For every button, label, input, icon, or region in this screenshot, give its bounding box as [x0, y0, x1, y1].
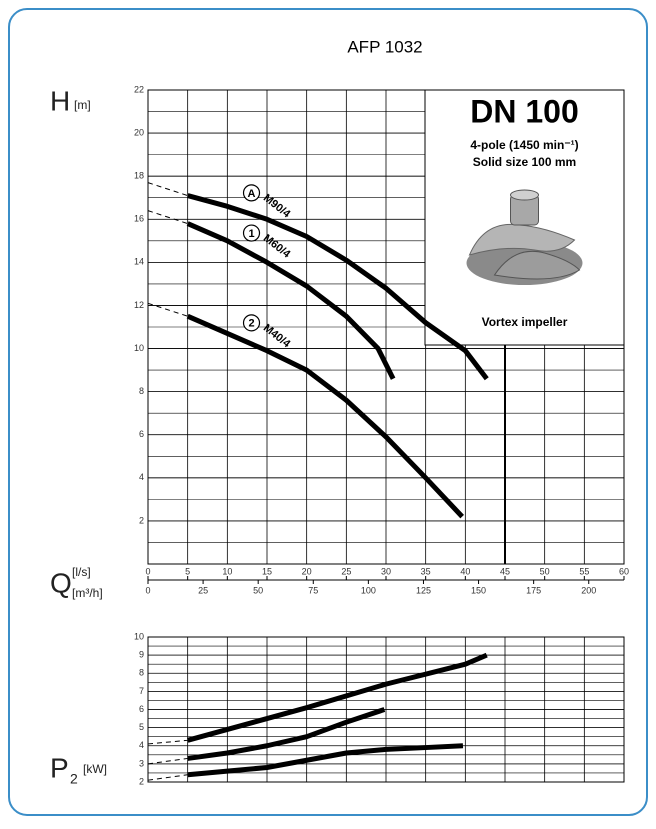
x-tick-label: 60 — [619, 566, 629, 576]
x-tick-label: 50 — [540, 566, 550, 576]
lead-in-line — [147, 739, 188, 745]
x2-tick-label: 150 — [471, 585, 486, 595]
y-label: H — [50, 85, 70, 116]
lead-in-line — [147, 757, 188, 765]
y-unit: [kW] — [83, 762, 107, 776]
curve — [187, 707, 386, 761]
lead-in-line — [147, 302, 188, 317]
y-sub: 2 — [70, 771, 78, 787]
curve-marker-circle — [242, 184, 261, 202]
x-unit: [l/s] — [72, 565, 91, 579]
y-tick-label: 20 — [134, 127, 144, 137]
x-tick-label: 10 — [222, 566, 232, 576]
box-detail: Solid size 100 mm — [473, 155, 576, 169]
y-tick-label: 18 — [134, 171, 144, 181]
x-tick-label: 15 — [262, 566, 272, 576]
x-label: Q — [50, 567, 72, 598]
x-tick-label: 25 — [341, 566, 351, 576]
lead-in-line — [147, 774, 188, 781]
curve-marker: 1 — [248, 228, 254, 240]
y-tick-label: 10 — [134, 343, 144, 353]
lead-in-line — [147, 182, 188, 197]
y-tick-label: 8 — [139, 386, 144, 396]
y-tick-label: 10 — [134, 631, 144, 641]
y-tick-label: 2 — [139, 515, 144, 525]
curve-marker: 2 — [248, 318, 254, 330]
curve-marker-circle — [242, 224, 261, 242]
x-tick-label: 40 — [460, 566, 470, 576]
x-tick-label: 55 — [579, 566, 589, 576]
lead-in-line — [147, 210, 188, 225]
x2-tick-label: 25 — [198, 585, 208, 595]
y-tick-label: 2 — [139, 776, 144, 786]
y-tick-label: 12 — [134, 300, 144, 310]
x-tick-label: 20 — [302, 566, 312, 576]
box-title: DN 100 — [470, 93, 579, 129]
y-tick-label: 3 — [139, 758, 144, 768]
y-tick-label: 16 — [134, 214, 144, 224]
x2-tick-label: 200 — [581, 585, 596, 595]
y-tick-label: 8 — [139, 668, 144, 678]
impeller-blade — [468, 223, 576, 256]
curve-marker-circle — [242, 314, 261, 332]
x2-tick-label: 125 — [416, 585, 431, 595]
impeller-hub-top — [510, 189, 539, 201]
box-caption: Vortex impeller — [482, 315, 568, 329]
y-tick-label: 6 — [139, 704, 144, 714]
curve — [187, 652, 488, 743]
x-tick-label: 35 — [421, 566, 431, 576]
curve — [187, 193, 489, 381]
y-unit: [m] — [74, 98, 91, 112]
x2-tick-label: 75 — [308, 585, 318, 595]
curve — [186, 221, 396, 380]
x-tick-label: 30 — [381, 566, 391, 576]
y-label: P — [50, 752, 69, 783]
x2-tick-label: 100 — [361, 585, 376, 595]
x-tick-label: 45 — [500, 566, 510, 576]
y-tick-label: 5 — [139, 722, 144, 732]
impeller-icon — [466, 189, 583, 285]
y-tick-label: 4 — [139, 740, 144, 750]
y-tick-label: 22 — [134, 84, 144, 94]
x2-unit: [m³/h] — [72, 586, 103, 600]
y-tick-label: 7 — [139, 686, 144, 696]
x-tick-label: 0 — [145, 566, 150, 576]
y-tick-label: 14 — [134, 257, 144, 267]
y-tick-label: 6 — [139, 429, 144, 439]
x2-tick-label: 175 — [526, 585, 541, 595]
x-tick-label: 5 — [185, 566, 190, 576]
curve-marker: A — [248, 188, 256, 200]
y-tick-label: 9 — [139, 650, 144, 660]
x2-tick-label: 0 — [145, 585, 150, 595]
impeller-blade — [493, 250, 581, 280]
chart-title: AFP 1032 — [347, 37, 422, 56]
y-tick-label: 4 — [139, 472, 144, 482]
box-subtitle: 4-pole (1450 min⁻¹) — [470, 138, 578, 152]
x2-tick-label: 50 — [253, 585, 263, 595]
curve — [186, 313, 464, 519]
curve — [187, 743, 464, 778]
